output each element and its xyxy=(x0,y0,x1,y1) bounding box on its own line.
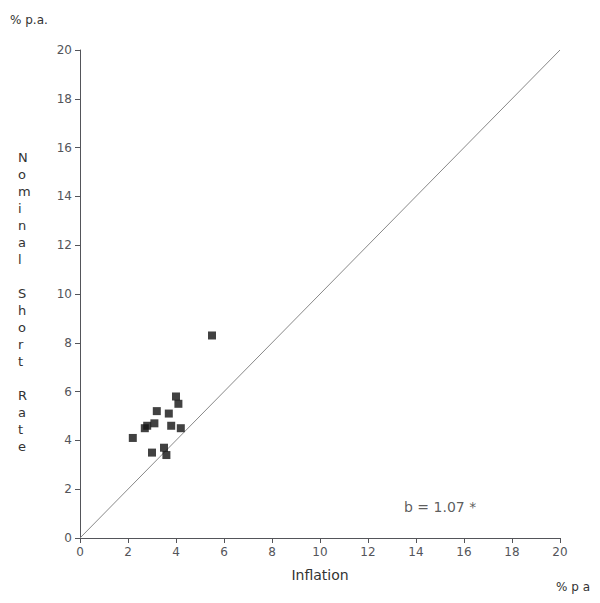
svg-text:2: 2 xyxy=(124,545,132,559)
svg-text:% p a: % p a xyxy=(556,580,590,594)
svg-text:t: t xyxy=(18,354,23,369)
svg-text:20: 20 xyxy=(57,43,72,57)
svg-text:8: 8 xyxy=(64,336,72,350)
svg-text:6: 6 xyxy=(220,545,228,559)
svg-text:12: 12 xyxy=(360,545,375,559)
svg-text:m: m xyxy=(18,184,31,199)
svg-text:e: e xyxy=(18,439,26,454)
svg-text:0: 0 xyxy=(76,545,84,559)
svg-text:8: 8 xyxy=(268,545,276,559)
svg-text:S: S xyxy=(18,286,26,301)
svg-text:12: 12 xyxy=(57,238,72,252)
svg-text:16: 16 xyxy=(57,141,72,155)
svg-text:18: 18 xyxy=(504,545,519,559)
svg-text:o: o xyxy=(18,167,26,182)
svg-text:a: a xyxy=(18,405,26,420)
svg-text:4: 4 xyxy=(64,433,72,447)
svg-text:n: n xyxy=(18,218,26,233)
svg-text:10: 10 xyxy=(312,545,327,559)
svg-text:l: l xyxy=(18,252,22,267)
svg-text:h: h xyxy=(18,303,26,318)
svg-text:% p.a.: % p.a. xyxy=(10,13,48,27)
svg-text:20: 20 xyxy=(552,545,567,559)
svg-text:2: 2 xyxy=(64,482,72,496)
svg-text:14: 14 xyxy=(408,545,423,559)
svg-text:i: i xyxy=(18,201,22,216)
svg-text:18: 18 xyxy=(57,92,72,106)
svg-text:Inflation: Inflation xyxy=(291,567,348,583)
svg-text:a: a xyxy=(18,235,26,250)
svg-text:N: N xyxy=(18,150,28,165)
svg-text:o: o xyxy=(18,320,26,335)
svg-text:6: 6 xyxy=(64,385,72,399)
svg-text:r: r xyxy=(18,337,24,352)
svg-text:10: 10 xyxy=(57,287,72,301)
svg-text:R: R xyxy=(18,388,27,403)
svg-text:0: 0 xyxy=(64,531,72,545)
svg-text:b = 1.07 *: b = 1.07 * xyxy=(404,499,476,515)
svg-text:4: 4 xyxy=(172,545,180,559)
svg-text:14: 14 xyxy=(57,189,72,203)
svg-text:16: 16 xyxy=(456,545,471,559)
svg-text:t: t xyxy=(18,422,23,437)
